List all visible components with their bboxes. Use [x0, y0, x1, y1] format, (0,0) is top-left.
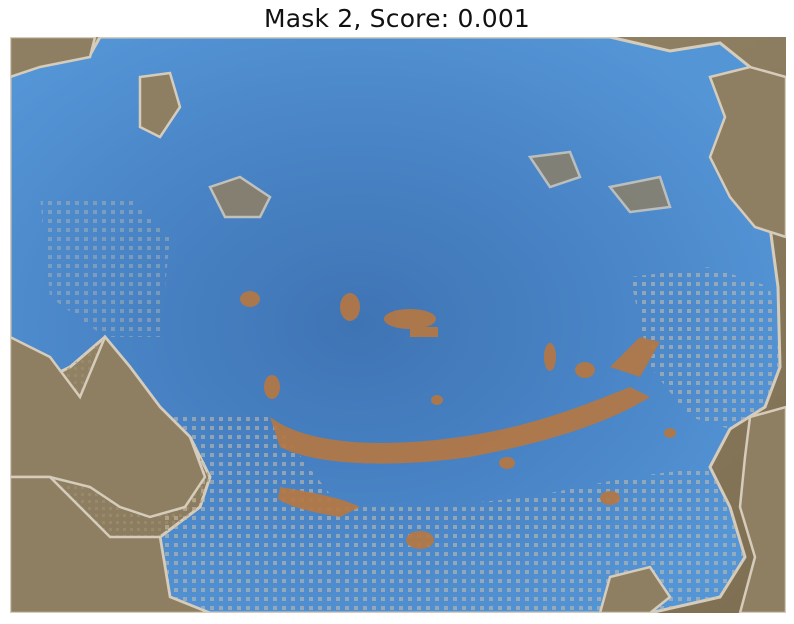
figure-title: Mask 2, Score: 0.001	[263, 4, 531, 33]
masked-photo	[10, 37, 786, 613]
rust-stain	[240, 291, 676, 549]
sand-patches	[10, 37, 786, 613]
